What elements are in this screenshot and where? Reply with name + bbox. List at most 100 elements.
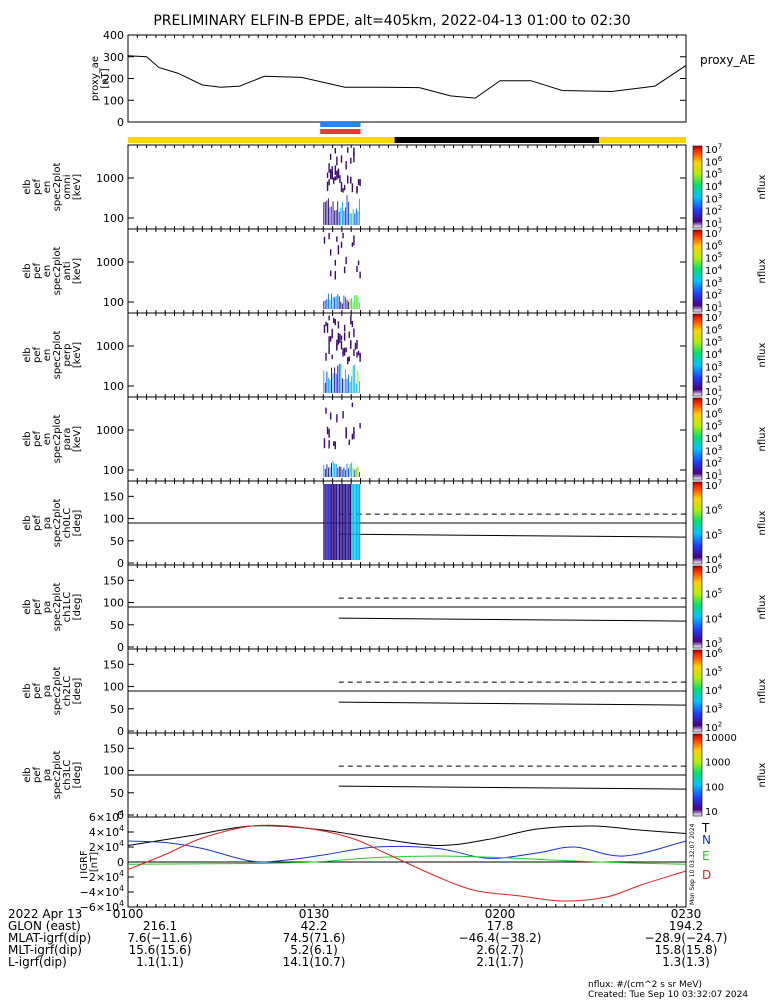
ytick-label: 50 bbox=[110, 619, 124, 632]
spectrogram-cell bbox=[339, 175, 341, 184]
ylabel-line: spec2plot bbox=[52, 583, 63, 632]
igrf-legend-N: N bbox=[702, 833, 711, 847]
ephemeris-value: 5.2(6.1) bbox=[290, 943, 338, 957]
spectrogram-cell bbox=[349, 213, 351, 225]
spectrogram-cell bbox=[349, 381, 351, 393]
proxy-ae-legend: proxy_AE bbox=[700, 53, 755, 67]
spectrogram-cell bbox=[353, 427, 355, 434]
spectrogram-cell bbox=[336, 156, 338, 166]
spectrogram-cell bbox=[346, 463, 348, 477]
ylabel-line: en bbox=[42, 349, 53, 362]
ylabel-line: ch0LC bbox=[62, 508, 73, 539]
ylabel-line: pef bbox=[32, 599, 43, 616]
spectrogram-cell bbox=[335, 296, 337, 309]
ylabel-line: en bbox=[42, 433, 53, 446]
spectrogram-cell bbox=[343, 295, 345, 309]
spectrogram-cell bbox=[323, 438, 326, 449]
spectrogram-cell bbox=[326, 484, 328, 560]
spectrogram-cell bbox=[347, 175, 349, 184]
spectrogram-cell bbox=[356, 265, 358, 273]
ephemeris-value: 1.3(1.3) bbox=[662, 955, 710, 969]
spectrogram-cell bbox=[349, 463, 351, 477]
side-stamp: Mon Sep 10 03:32:07 2024 bbox=[689, 823, 696, 905]
spectrogram-cell bbox=[353, 151, 355, 157]
spectrogram-cell bbox=[328, 163, 330, 173]
spectrogram-cell bbox=[348, 201, 350, 225]
ephemeris-row-label: L-igrf(dip) bbox=[8, 955, 67, 969]
spectrogram-cell bbox=[340, 207, 342, 225]
ylabel-line: pef bbox=[32, 431, 43, 448]
ylabel-line: en bbox=[42, 181, 53, 194]
spectrogram-cell bbox=[335, 484, 338, 560]
colorbar-tick-label: 1000 bbox=[705, 758, 730, 769]
spectrogram-cell bbox=[351, 484, 353, 560]
spectrogram-cell bbox=[334, 367, 336, 393]
spectrogram-cell bbox=[340, 335, 343, 341]
spectrogram-cell bbox=[356, 352, 358, 358]
ytick-label: 100 bbox=[103, 464, 124, 477]
ylabel-line: elb bbox=[22, 515, 33, 530]
spectrogram-panel-ch1LC: 150 100 50 0 elb pef pa spec2plot ch1LC [deg] 106 1… bbox=[22, 563, 768, 655]
spectrogram-cell bbox=[359, 271, 361, 279]
spectrogram-cell bbox=[352, 484, 355, 560]
spectrogram-cell bbox=[327, 467, 329, 477]
colorbar bbox=[692, 649, 703, 733]
spectrogram-cell bbox=[347, 357, 349, 365]
spectrogram-cell bbox=[336, 339, 338, 350]
ylabel-line: elb bbox=[22, 683, 33, 698]
spectrogram-cell bbox=[345, 161, 347, 170]
spectrogram-cell bbox=[352, 209, 354, 225]
spectrogram-cell bbox=[354, 295, 356, 309]
ylabel-line: proxy_ae bbox=[90, 56, 101, 101]
spectrogram-cell bbox=[358, 198, 360, 225]
spectrogram-cell bbox=[325, 407, 327, 414]
spectrogram-cell bbox=[337, 201, 339, 225]
spectrogram-cell bbox=[328, 346, 330, 355]
colorbar-tick-label: 104 bbox=[705, 432, 723, 446]
ytick-label: 100 bbox=[103, 212, 124, 225]
ylabel-line: [deg] bbox=[72, 762, 83, 789]
time-tick-label: 0130 bbox=[299, 907, 330, 921]
igrf-series-N bbox=[127, 840, 687, 863]
orbit-status-bars bbox=[128, 122, 686, 143]
ae-ytick-label: 400 bbox=[103, 29, 124, 42]
colorbar-label: nflux bbox=[757, 426, 768, 451]
spectrogram-cell bbox=[335, 209, 337, 225]
colorbar bbox=[692, 481, 703, 565]
spectrogram-panel-ch0LC: 150 100 50 0 elb pef pa spec2plot ch0LC [deg] 107 1… bbox=[22, 479, 768, 571]
colorbar-tick-label: 103 bbox=[705, 360, 722, 374]
ytick-label: 0 bbox=[117, 725, 124, 738]
created-stamp: Created: Tue Sep 10 03:32:07 2024 bbox=[588, 990, 748, 1000]
ylabel-line: elb bbox=[22, 599, 33, 614]
spectrogram-cell bbox=[357, 211, 359, 225]
spectrogram-cell bbox=[324, 382, 326, 393]
spectrogram-cell bbox=[327, 293, 329, 309]
orbit-segment bbox=[394, 137, 600, 143]
ytick-label: 0 bbox=[117, 641, 124, 654]
ephemeris-value: 17.8 bbox=[487, 919, 514, 933]
ylabel-line: spec2plot bbox=[52, 415, 63, 464]
spectrogram-cell bbox=[334, 484, 336, 560]
ephemeris-value: 2.6(2.7) bbox=[476, 943, 524, 957]
colorbar-tick-label: 105 bbox=[705, 528, 722, 542]
colorbar-tick-label: 102 bbox=[705, 721, 722, 735]
colorbar-tick-label: 106 bbox=[705, 647, 723, 661]
colorbar-tick-label: 104 bbox=[705, 348, 723, 362]
spectrogram-cell bbox=[346, 378, 348, 393]
ylabel-line: pa bbox=[42, 601, 53, 613]
spectrogram-cell bbox=[343, 484, 345, 560]
spectrogram-cell bbox=[348, 468, 350, 477]
science-zone-marker-blue bbox=[320, 122, 361, 127]
spectrogram-cell bbox=[349, 484, 351, 560]
spectrogram-cell bbox=[357, 260, 360, 266]
spectrogram-cell bbox=[357, 466, 359, 477]
spectrogram-cell bbox=[333, 441, 335, 446]
spectrogram-cell bbox=[329, 249, 332, 256]
ytick-label: 150 bbox=[103, 490, 124, 503]
ylabel-line: pa bbox=[42, 769, 53, 781]
colorbar-tick-label: 103 bbox=[705, 444, 722, 458]
ytick-label: 150 bbox=[103, 574, 124, 587]
spectrogram-cell bbox=[348, 374, 350, 393]
